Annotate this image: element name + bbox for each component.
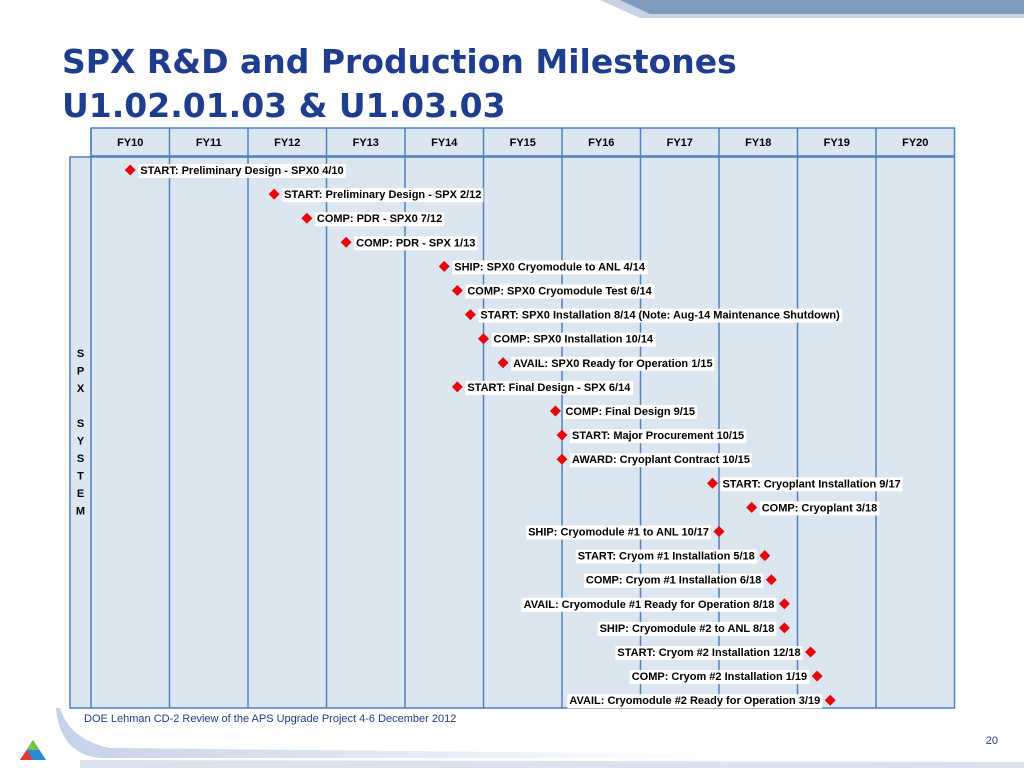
milestone-label: AVAIL: SPX0 Ready for Operation 1/15 [513, 358, 712, 370]
chart-body [69, 156, 956, 709]
group-label-letter: X [77, 383, 85, 395]
milestone-marker [759, 550, 771, 562]
milestone-label-background [720, 477, 903, 492]
milestone-label: COMP: SPX0 Cryomodule Test 6/14 [467, 286, 652, 298]
milestone-label: START: Cryom #2 Installation 12/18 [617, 647, 800, 659]
milestone-marker [706, 477, 718, 489]
milestone-label-background [570, 429, 747, 444]
milestone-label: COMP: Cryom #1 Installation 6/18 [586, 575, 761, 587]
milestone-label-background [575, 549, 757, 564]
slide-title: SPX R&D and Production Milestones U1.02.… [62, 40, 737, 128]
header-decoration [600, 0, 1024, 18]
milestone-marker [451, 381, 463, 393]
argonne-logo-icon [20, 740, 46, 760]
milestone-marker [824, 694, 836, 706]
milestone-label: AVAIL: Cryomodule #2 Ready for Operation… [569, 695, 820, 707]
fiscal-year-header: FY12 [274, 137, 300, 149]
milestone-marker [438, 260, 450, 272]
milestone-marker [805, 646, 817, 658]
milestone-marker [556, 429, 568, 441]
milestone-label: AWARD: Cryoplant Contract 10/15 [572, 454, 750, 466]
milestone-label-background [597, 621, 777, 636]
milestone-marker [464, 309, 476, 321]
milestone-marker [765, 574, 777, 586]
milestone-marker [746, 501, 758, 513]
milestone-marker [268, 188, 280, 200]
group-label-letter: S [77, 418, 84, 430]
milestone-label-background [465, 380, 634, 395]
milestone-label: START: Cryoplant Installation 9/17 [722, 478, 900, 490]
milestone-label: START: SPX0 Installation 8/14 (Note: Aug… [480, 310, 840, 322]
milestone-label-background [521, 597, 777, 612]
milestone-label: COMP: PDR - SPX0 7/12 [317, 213, 442, 225]
milestone-marker [713, 526, 725, 537]
milestone-label-background [314, 212, 445, 227]
fiscal-year-header: FY16 [588, 137, 614, 149]
milestone-label-background [526, 525, 711, 540]
milestone-label-background [282, 188, 484, 203]
milestone-marker [478, 333, 489, 345]
group-label-letter: M [76, 506, 85, 518]
milestone-label-background [354, 236, 478, 251]
fiscal-year-header: FY13 [353, 137, 379, 149]
milestone-label-background [511, 356, 715, 371]
milestone-marker [556, 453, 568, 465]
milestone-label: START: Final Design - SPX 6/14 [467, 382, 631, 394]
fiscal-year-header: FY19 [824, 137, 850, 149]
slide-title-line2: U1.02.01.03 & U1.03.03 [62, 86, 506, 125]
fiscal-year-header: FY11 [196, 137, 222, 149]
milestone-marker [301, 212, 313, 224]
milestone-label: COMP: SPX0 Installation 10/14 [494, 334, 654, 346]
milestone-label-background [615, 646, 803, 660]
group-label-letter: S [77, 453, 84, 465]
milestone-label-background [570, 453, 752, 468]
milestone-label-background [583, 573, 764, 588]
milestone-label: SHIP: SPX0 Cryomodule to ANL 4/14 [454, 261, 646, 273]
milestone-marker [778, 622, 790, 634]
milestone-label: COMP: PDR - SPX 1/13 [356, 237, 475, 249]
fiscal-year-header: FY15 [510, 137, 536, 149]
milestone-marker [340, 236, 352, 248]
milestone-marker [778, 598, 790, 610]
milestone-label: START: Cryom #1 Installation 5/18 [578, 551, 755, 563]
slide-title-line1: SPX R&D and Production Milestones [62, 42, 737, 81]
milestone-label-background [491, 332, 656, 347]
milestone-label-background [465, 284, 655, 299]
group-label-letter: S [77, 348, 84, 360]
fiscal-year-header: FY10 [117, 137, 143, 149]
milestone-label: COMP: Cryom #2 Installation 1/19 [632, 671, 807, 683]
milestone-marker [451, 285, 463, 296]
fiscal-year-header: FY14 [431, 137, 458, 149]
milestone-label-background [759, 501, 880, 516]
footer-decoration [56, 708, 1024, 768]
group-label-letter: Y [77, 436, 85, 448]
milestone-label-background [629, 670, 810, 685]
milestone-label: START: Preliminary Design - SPX0 4/10 [140, 165, 343, 177]
milestone-marker [811, 670, 823, 682]
footer-text: DOE Lehman CD-2 Review of the APS Upgrad… [84, 713, 457, 725]
milestone-marker [549, 405, 561, 417]
milestone-label: START: Preliminary Design - SPX 2/12 [284, 189, 481, 201]
milestone-label: COMP: Final Design 9/15 [565, 406, 695, 418]
milestone-label-background [138, 164, 346, 178]
milestone-label: SHIP: Cryomodule #2 to ANL 8/18 [600, 623, 775, 635]
milestone-marker [497, 357, 509, 369]
page-number: 20 [985, 735, 998, 747]
milestone-label: AVAIL: Cryomodule #1 Ready for Operation… [524, 599, 775, 611]
milestone-marker [124, 164, 136, 176]
milestone-label-background [478, 308, 843, 323]
fiscal-year-header: FY20 [902, 137, 928, 149]
milestone-label: SHIP: Cryomodule #1 to ANL 10/17 [528, 527, 709, 539]
fiscal-year-header: FY17 [667, 137, 693, 149]
milestone-label: START: Major Procurement 10/15 [572, 430, 744, 442]
fiscal-year-header: FY18 [745, 137, 771, 149]
group-label-letter: E [77, 488, 84, 500]
milestone-label-background [452, 260, 648, 275]
milestone-label-background [563, 405, 698, 419]
milestone-label: COMP: Cryoplant 3/18 [762, 502, 878, 514]
group-label-letter: P [77, 366, 84, 378]
group-label-letter: T [77, 471, 84, 483]
milestone-label-background [567, 694, 823, 709]
